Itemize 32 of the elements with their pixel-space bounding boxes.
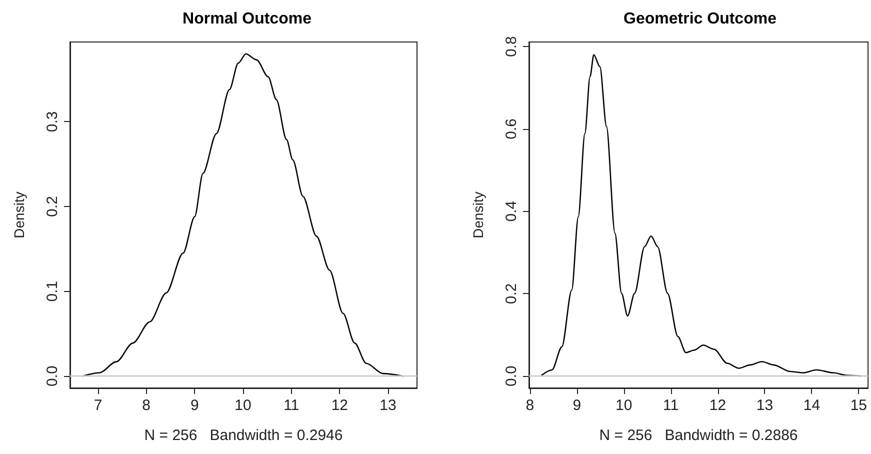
x-tick-label: 13	[380, 397, 396, 414]
y-axis-title: Density	[11, 192, 27, 238]
x-tick-label: 15	[850, 397, 867, 414]
line-series	[82, 53, 404, 377]
x-tick-label: 10	[616, 397, 632, 414]
y-tick-label: 0.1	[44, 280, 61, 302]
y-axis-title: Density	[470, 192, 486, 238]
x-tick-label: 11	[284, 397, 300, 414]
x-axis-title: N = 256 Bandwidth = 0.2886	[599, 427, 798, 444]
chart-title: Normal Outcome	[182, 10, 312, 28]
x-tick-label: 13	[756, 397, 774, 414]
x-tick-label: 14	[803, 397, 820, 414]
x-tick-label: 11	[663, 397, 679, 414]
y-tick-label: 0.0	[503, 366, 520, 386]
x-axis-title: N = 256 Bandwidth = 0.2946	[144, 427, 343, 444]
y-tick-label: 0.0	[44, 366, 61, 387]
y-tick-label: 0.4	[503, 200, 520, 222]
y-tick-label: 0.2	[44, 196, 61, 217]
y-tick-label: 0.8	[503, 36, 520, 57]
x-tick-label: 9	[190, 397, 199, 414]
y-tick-label: 0.6	[503, 118, 520, 140]
x-tick-label: 8	[526, 397, 534, 414]
x-tick-label: 8	[142, 397, 151, 414]
chart-title: Geometric Outcome	[624, 10, 777, 28]
x-tick-label: 7	[94, 397, 102, 414]
y-tick-label: 0.3	[44, 111, 61, 132]
line-series	[541, 54, 862, 377]
x-tick-label: 12	[331, 397, 348, 414]
y-tick-label: 0.2	[503, 283, 520, 304]
x-tick-label: 10	[234, 397, 252, 414]
x-tick-label: 9	[572, 397, 582, 414]
x-tick-label: 12	[709, 397, 726, 414]
